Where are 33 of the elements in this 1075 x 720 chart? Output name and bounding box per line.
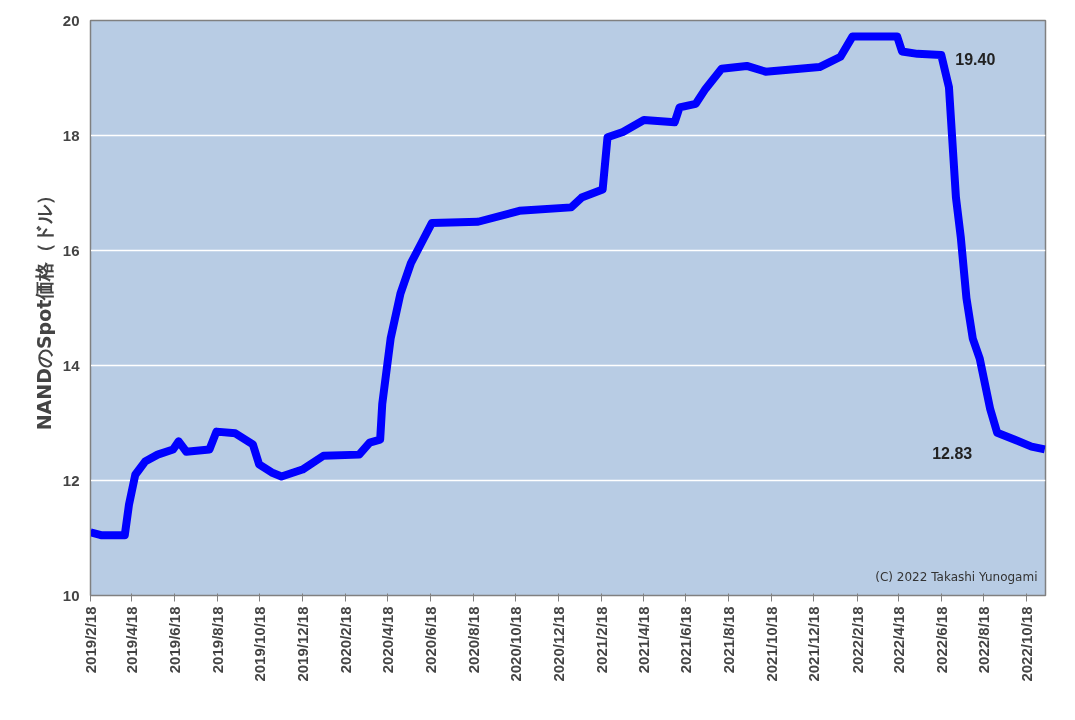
x-tick-label: 2021/6/18 bbox=[677, 606, 695, 674]
y-tick-label: 20 bbox=[62, 11, 80, 29]
x-tick-label: 2021/12/18 bbox=[805, 606, 823, 682]
y-tick-label: 10 bbox=[62, 586, 80, 604]
x-tick-label: 2022/6/18 bbox=[932, 606, 950, 674]
x-tick-label: 2019/2/18 bbox=[82, 606, 99, 674]
y-axis-title: NANDのSpot価格（ドル） bbox=[32, 185, 55, 431]
x-tick-label: 2022/8/18 bbox=[975, 606, 993, 674]
x-tick-label: 2020/6/18 bbox=[422, 606, 440, 674]
x-tick-label: 2019/8/18 bbox=[208, 606, 226, 674]
y-tick-label: 14 bbox=[62, 356, 81, 374]
x-tick-label: 2022/4/18 bbox=[890, 606, 908, 674]
x-tick-label: 2020/4/18 bbox=[379, 606, 397, 674]
x-tick-label: 2022/10/18 bbox=[1018, 606, 1036, 682]
x-tick-label: 2019/10/18 bbox=[251, 606, 269, 682]
x-tick-label: 2020/12/18 bbox=[550, 606, 568, 682]
y-tick-label: 12 bbox=[62, 471, 80, 489]
x-tick-label: 2019/12/18 bbox=[293, 606, 311, 682]
x-tick-label: 2021/8/18 bbox=[720, 606, 738, 674]
x-tick-label: 2020/10/18 bbox=[507, 606, 525, 682]
annotation: 19.40 bbox=[955, 51, 996, 68]
x-tick-label: 2021/10/18 bbox=[762, 606, 780, 682]
x-tick-label: 2022/2/18 bbox=[848, 606, 866, 674]
y-tick-label: 16 bbox=[62, 241, 80, 259]
x-tick-label: 2019/4/18 bbox=[123, 606, 141, 674]
y-tick-label: 18 bbox=[62, 126, 80, 144]
x-tick-label: 2021/4/18 bbox=[634, 606, 652, 674]
x-tick-label: 2021/2/18 bbox=[593, 606, 611, 674]
annotation: (C) 2022 Takashi Yunogami bbox=[875, 569, 1038, 584]
x-tick-label: 2019/6/18 bbox=[165, 606, 183, 674]
x-tick-label: 2020/2/18 bbox=[337, 606, 355, 674]
x-tick-label: 2020/8/18 bbox=[464, 606, 482, 674]
annotation: 12.83 bbox=[932, 444, 973, 462]
